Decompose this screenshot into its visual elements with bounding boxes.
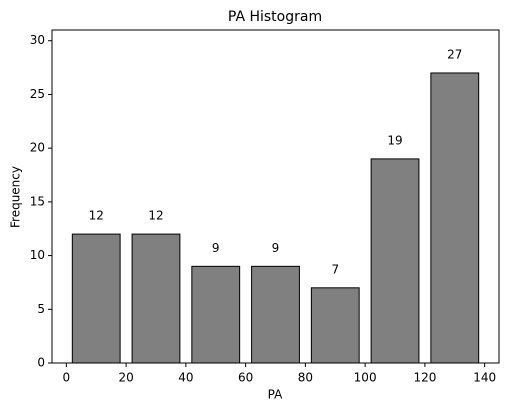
bar: [71, 233, 121, 364]
chart-title: PA Histogram: [228, 9, 322, 25]
y-tick-label: 30: [30, 33, 45, 47]
bar: [370, 158, 420, 364]
bar: [430, 72, 480, 364]
value-label: 9: [212, 241, 220, 255]
y-tick-label: 5: [37, 302, 45, 316]
bar: [131, 233, 181, 364]
y-axis-label: Frequency: [9, 166, 23, 228]
x-tick-label: 80: [298, 371, 313, 385]
y-tick-label: 20: [30, 141, 45, 155]
bar: [310, 287, 360, 364]
value-label: 7: [331, 262, 339, 276]
y-tick-label: 15: [30, 194, 45, 208]
value-label: 27: [447, 47, 462, 61]
plot-frame: [51, 29, 500, 364]
x-tick-label: 40: [178, 371, 193, 385]
x-tick-label: 140: [473, 371, 496, 385]
x-tick-label: 100: [354, 371, 377, 385]
value-label: 12: [89, 209, 104, 223]
y-tick-label: 0: [37, 356, 45, 370]
x-axis-label: PA: [268, 388, 283, 402]
y-tick-label: 10: [30, 248, 45, 262]
x-tick-label: 60: [238, 371, 253, 385]
bar: [191, 265, 241, 364]
value-label: 19: [387, 133, 402, 147]
x-tick-label: 120: [413, 371, 436, 385]
bar: [251, 265, 300, 364]
value-label: 9: [272, 241, 280, 255]
value-label: 12: [148, 209, 163, 223]
x-tick-label: 0: [63, 371, 71, 385]
x-tick-label: 20: [118, 371, 133, 385]
y-tick-label: 25: [30, 87, 45, 101]
